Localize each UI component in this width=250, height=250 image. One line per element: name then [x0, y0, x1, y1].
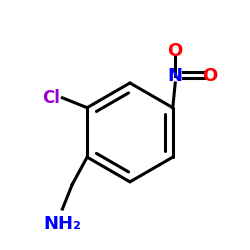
Text: O: O: [202, 66, 218, 84]
Text: NH₂: NH₂: [44, 215, 81, 233]
Text: Cl: Cl: [42, 89, 60, 107]
Text: O: O: [168, 42, 183, 60]
Text: N: N: [168, 66, 183, 84]
